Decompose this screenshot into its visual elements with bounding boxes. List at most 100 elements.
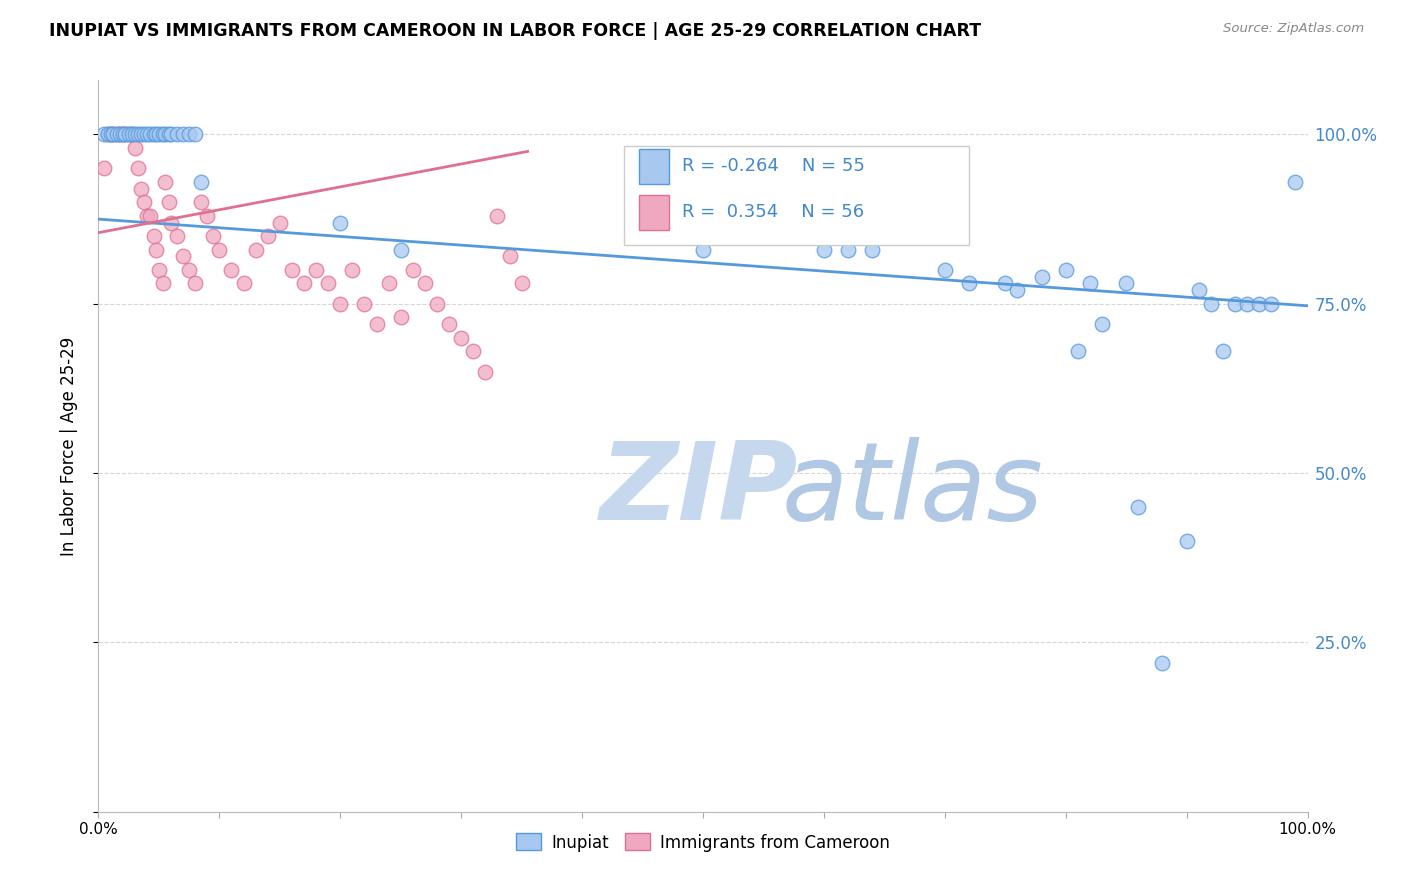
- Point: [118, 128, 141, 142]
- Point: [153, 175, 176, 189]
- Text: Source: ZipAtlas.com: Source: ZipAtlas.com: [1223, 22, 1364, 36]
- Point: [837, 243, 859, 257]
- Point: [450, 331, 472, 345]
- Point: [108, 128, 131, 142]
- Point: [463, 344, 485, 359]
- Point: [474, 364, 496, 378]
- Point: [1054, 263, 1077, 277]
- Point: [1223, 297, 1246, 311]
- Point: [221, 263, 243, 277]
- Point: [139, 209, 162, 223]
- Point: [510, 277, 533, 291]
- Point: [1188, 283, 1211, 297]
- Point: [305, 263, 328, 277]
- Point: [148, 128, 170, 142]
- Point: [152, 128, 174, 142]
- Point: [152, 277, 174, 291]
- Point: [190, 175, 212, 189]
- Point: [1031, 269, 1053, 284]
- Point: [114, 128, 136, 142]
- Point: [1007, 283, 1029, 297]
- Point: [1152, 656, 1174, 670]
- Point: [1212, 344, 1234, 359]
- Point: [145, 128, 167, 142]
- Point: [145, 243, 167, 257]
- Point: [97, 128, 120, 142]
- Point: [179, 128, 201, 142]
- Point: [160, 128, 183, 142]
- FancyBboxPatch shape: [638, 195, 669, 230]
- Point: [127, 161, 149, 176]
- Text: INUPIAT VS IMMIGRANTS FROM CAMEROON IN LABOR FORCE | AGE 25-29 CORRELATION CHART: INUPIAT VS IMMIGRANTS FROM CAMEROON IN L…: [49, 22, 981, 40]
- Point: [1199, 297, 1222, 311]
- Point: [139, 128, 162, 142]
- Point: [134, 195, 156, 210]
- Legend: Inupiat, Immigrants from Cameroon: Inupiat, Immigrants from Cameroon: [509, 827, 897, 858]
- Point: [143, 229, 166, 244]
- Point: [172, 249, 194, 263]
- Point: [498, 249, 520, 263]
- Point: [93, 128, 115, 142]
- Point: [157, 128, 180, 142]
- Point: [100, 128, 122, 142]
- Point: [157, 195, 180, 210]
- Point: [292, 277, 315, 291]
- Point: [111, 128, 134, 142]
- Point: [153, 128, 176, 142]
- Point: [329, 215, 352, 229]
- Point: [692, 243, 714, 257]
- Point: [1115, 277, 1137, 291]
- Point: [426, 297, 449, 311]
- Point: [111, 128, 134, 142]
- Point: [342, 263, 364, 277]
- Point: [127, 128, 149, 142]
- Text: R =  0.354    N = 56: R = 0.354 N = 56: [682, 203, 865, 221]
- Point: [101, 128, 124, 142]
- Point: [256, 229, 278, 244]
- Point: [281, 263, 304, 277]
- Point: [1067, 344, 1090, 359]
- Point: [166, 128, 188, 142]
- Point: [934, 263, 956, 277]
- Point: [135, 128, 157, 142]
- Point: [114, 128, 136, 142]
- Point: [121, 128, 143, 142]
- Point: [135, 209, 157, 223]
- Point: [148, 263, 170, 277]
- Point: [129, 181, 152, 195]
- Point: [121, 128, 143, 142]
- Point: [316, 277, 339, 291]
- Point: [160, 215, 183, 229]
- Point: [184, 277, 207, 291]
- Point: [202, 229, 225, 244]
- FancyBboxPatch shape: [624, 146, 969, 244]
- Point: [860, 243, 883, 257]
- Point: [1128, 500, 1150, 514]
- Point: [97, 128, 120, 142]
- Point: [129, 128, 152, 142]
- Point: [353, 297, 375, 311]
- Point: [134, 128, 156, 142]
- Point: [1078, 277, 1101, 291]
- Point: [166, 229, 188, 244]
- Point: [1236, 297, 1258, 311]
- Point: [190, 195, 212, 210]
- FancyBboxPatch shape: [638, 149, 669, 184]
- Point: [108, 128, 131, 142]
- Text: ZIP: ZIP: [600, 437, 799, 543]
- Point: [93, 161, 115, 176]
- Point: [195, 209, 218, 223]
- Point: [402, 263, 425, 277]
- Text: R = -0.264    N = 55: R = -0.264 N = 55: [682, 157, 865, 175]
- Point: [172, 128, 194, 142]
- Point: [124, 141, 146, 155]
- Point: [269, 215, 291, 229]
- Point: [329, 297, 352, 311]
- Point: [813, 243, 835, 257]
- Point: [101, 128, 124, 142]
- Point: [1249, 297, 1271, 311]
- Point: [1284, 175, 1306, 189]
- Point: [143, 128, 166, 142]
- Point: [389, 310, 412, 325]
- Point: [184, 128, 207, 142]
